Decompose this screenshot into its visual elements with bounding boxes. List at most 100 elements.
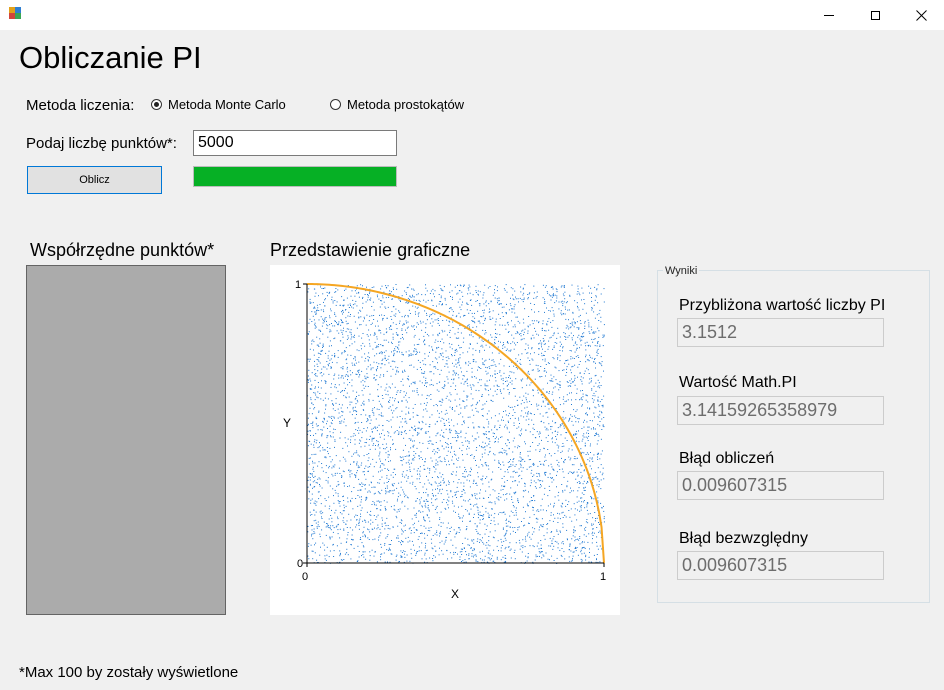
scatter-point	[334, 314, 336, 315]
scatter-point	[380, 386, 382, 388]
scatter-point	[439, 460, 441, 462]
scatter-point	[383, 374, 385, 376]
scatter-point	[425, 404, 427, 406]
scatter-point	[597, 458, 599, 460]
scatter-point	[378, 400, 380, 402]
scatter-point	[508, 375, 510, 377]
radio-monte-carlo[interactable]: Metoda Monte Carlo	[151, 97, 286, 112]
scatter-point	[525, 412, 527, 414]
scatter-point	[434, 296, 435, 298]
scatter-point	[597, 467, 599, 469]
scatter-point	[455, 454, 457, 456]
scatter-point	[484, 385, 486, 387]
scatter-point	[427, 495, 429, 497]
scatter-point	[380, 363, 382, 365]
scatter-point	[356, 515, 358, 516]
scatter-point	[315, 519, 317, 521]
scatter-point	[585, 394, 587, 396]
scatter-point	[572, 555, 574, 557]
scatter-point	[494, 426, 496, 428]
scatter-point	[494, 370, 496, 372]
maximize-button[interactable]	[852, 0, 898, 30]
scatter-point	[423, 409, 425, 411]
scatter-point	[531, 369, 533, 371]
scatter-point	[344, 350, 346, 352]
scatter-point	[393, 432, 395, 434]
scatter-point	[527, 505, 529, 507]
coordinates-list[interactable]	[26, 265, 226, 615]
scatter-point	[424, 371, 426, 373]
scatter-point	[542, 359, 544, 361]
calculate-button[interactable]: Oblicz	[27, 166, 162, 194]
scatter-point	[335, 509, 337, 511]
scatter-point	[471, 312, 473, 314]
scatter-point	[499, 303, 501, 305]
scatter-point	[515, 296, 516, 298]
scatter-point	[510, 548, 512, 550]
scatter-point	[515, 472, 517, 474]
scatter-point	[400, 542, 401, 544]
scatter-point	[401, 328, 403, 330]
scatter-point	[586, 502, 588, 504]
scatter-point	[587, 481, 588, 482]
scatter-point	[511, 320, 512, 322]
scatter-point	[350, 305, 351, 306]
scatter-point	[579, 399, 580, 401]
points-input[interactable]	[193, 130, 397, 156]
scatter-point	[443, 543, 445, 545]
scatter-point	[428, 482, 430, 484]
scatter-point	[500, 392, 502, 394]
scatter-point	[379, 330, 381, 331]
scatter-point	[396, 328, 398, 330]
scatter-point	[362, 409, 364, 411]
scatter-point	[426, 410, 428, 412]
scatter-point	[524, 349, 526, 351]
scatter-point	[443, 418, 445, 420]
scatter-point	[479, 497, 481, 499]
scatter-point	[389, 293, 391, 294]
scatter-point	[439, 434, 441, 436]
scatter-point	[504, 481, 506, 483]
scatter-point	[429, 293, 431, 294]
scatter-point	[566, 324, 568, 326]
minimize-button[interactable]	[806, 0, 852, 30]
scatter-point	[434, 313, 436, 315]
scatter-point	[578, 539, 580, 541]
scatter-point	[463, 337, 465, 339]
scatter-point	[364, 345, 366, 347]
scatter-point	[341, 311, 342, 313]
scatter-point	[439, 533, 441, 535]
scatter-point	[546, 392, 548, 393]
scatter-point	[320, 354, 322, 355]
scatter-point	[368, 457, 370, 459]
scatter-point	[408, 463, 410, 465]
scatter-point	[492, 432, 494, 434]
scatter-point	[569, 392, 570, 394]
scatter-point	[455, 363, 457, 365]
scatter-point	[429, 371, 431, 373]
scatter-point	[419, 300, 421, 302]
scatter-point	[436, 512, 438, 514]
scatter-point	[459, 529, 461, 531]
scatter-point	[509, 542, 511, 544]
scatter-point	[439, 301, 441, 302]
scatter-point	[334, 489, 336, 491]
scatter-point	[561, 542, 563, 544]
scatter-point	[329, 329, 331, 331]
close-button[interactable]	[898, 0, 944, 30]
scatter-point	[539, 431, 541, 433]
scatter-point	[314, 392, 316, 394]
scatter-point	[502, 461, 504, 463]
scatter-point	[313, 531, 315, 533]
scatter-point	[514, 446, 516, 448]
scatter-point	[515, 507, 517, 509]
scatter-point	[571, 415, 573, 417]
scatter-point	[476, 540, 478, 542]
scatter-point	[337, 390, 339, 392]
scatter-point	[559, 385, 561, 387]
scatter-point	[324, 299, 326, 301]
radio-rectangles[interactable]: Metoda prostokątów	[330, 97, 464, 112]
scatter-point	[432, 288, 434, 290]
scatter-point	[330, 525, 332, 527]
scatter-point	[366, 421, 368, 423]
